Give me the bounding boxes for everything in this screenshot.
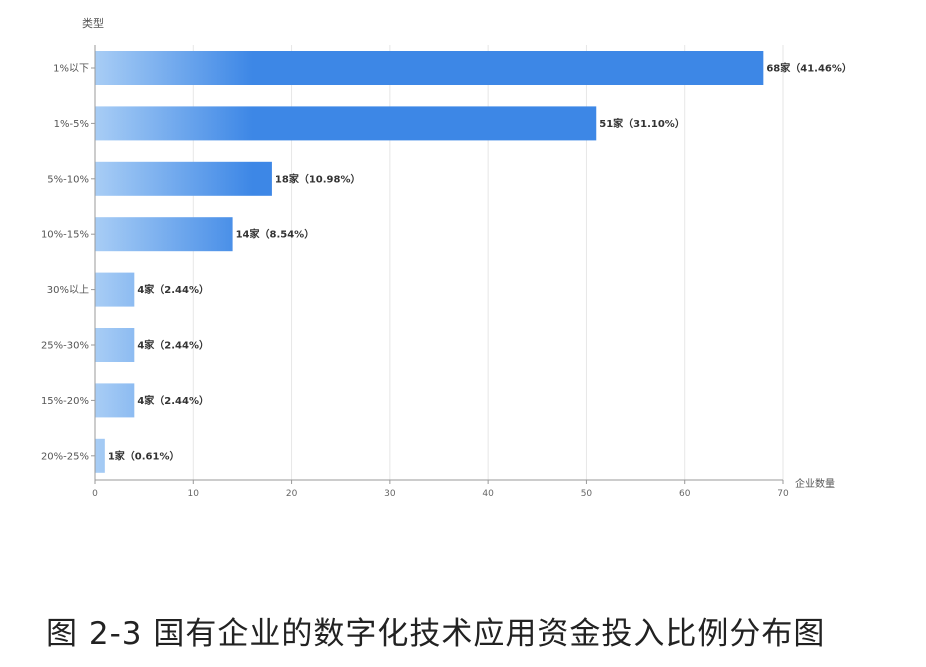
bar <box>95 438 105 473</box>
x-tick-label: 70 <box>777 489 789 499</box>
bar-value-label: 51家（31.10%） <box>599 117 685 130</box>
category-label: 25%-30% <box>41 341 89 352</box>
category-label: 20%-25% <box>41 451 89 462</box>
x-tick-label: 0 <box>92 489 98 499</box>
bar-value-label: 68家（41.46%） <box>766 62 852 75</box>
bar <box>95 217 233 252</box>
category-label: 1%以下 <box>53 64 89 75</box>
bar-value-label: 4家（2.44%） <box>137 339 209 352</box>
bar-value-label: 14家（8.54%） <box>236 228 315 241</box>
category-label: 5%-10% <box>47 174 89 185</box>
bar-value-label: 1家（0.61%） <box>108 449 180 462</box>
x-tick-label: 40 <box>482 489 494 499</box>
bar <box>95 106 597 141</box>
x-tick-label: 10 <box>188 489 200 499</box>
x-tick-label: 30 <box>384 489 396 499</box>
bar <box>95 328 135 362</box>
bar-value-label: 4家（2.44%） <box>137 283 209 296</box>
category-label: 30%以上 <box>47 284 89 296</box>
bar <box>95 383 135 418</box>
category-label: 1%-5% <box>54 119 89 130</box>
x-tick-label: 60 <box>679 489 691 499</box>
x-axis-title: 企业数量 <box>795 477 835 490</box>
bar <box>95 272 135 307</box>
figure-caption: 图 2-3 国有企业的数字化技术应用资金投入比例分布图 <box>46 616 826 652</box>
bar-value-label: 18家（10.98%） <box>275 172 361 185</box>
x-tick-label: 50 <box>581 489 593 499</box>
bar <box>95 161 272 196</box>
bar-value-label: 4家（2.44%） <box>137 394 209 407</box>
category-label: 15%-20% <box>41 396 89 407</box>
bar <box>95 51 764 85</box>
category-label: 10%-15% <box>41 230 89 241</box>
x-tick-label: 20 <box>286 489 298 499</box>
y-axis-title: 类型 <box>82 16 104 30</box>
